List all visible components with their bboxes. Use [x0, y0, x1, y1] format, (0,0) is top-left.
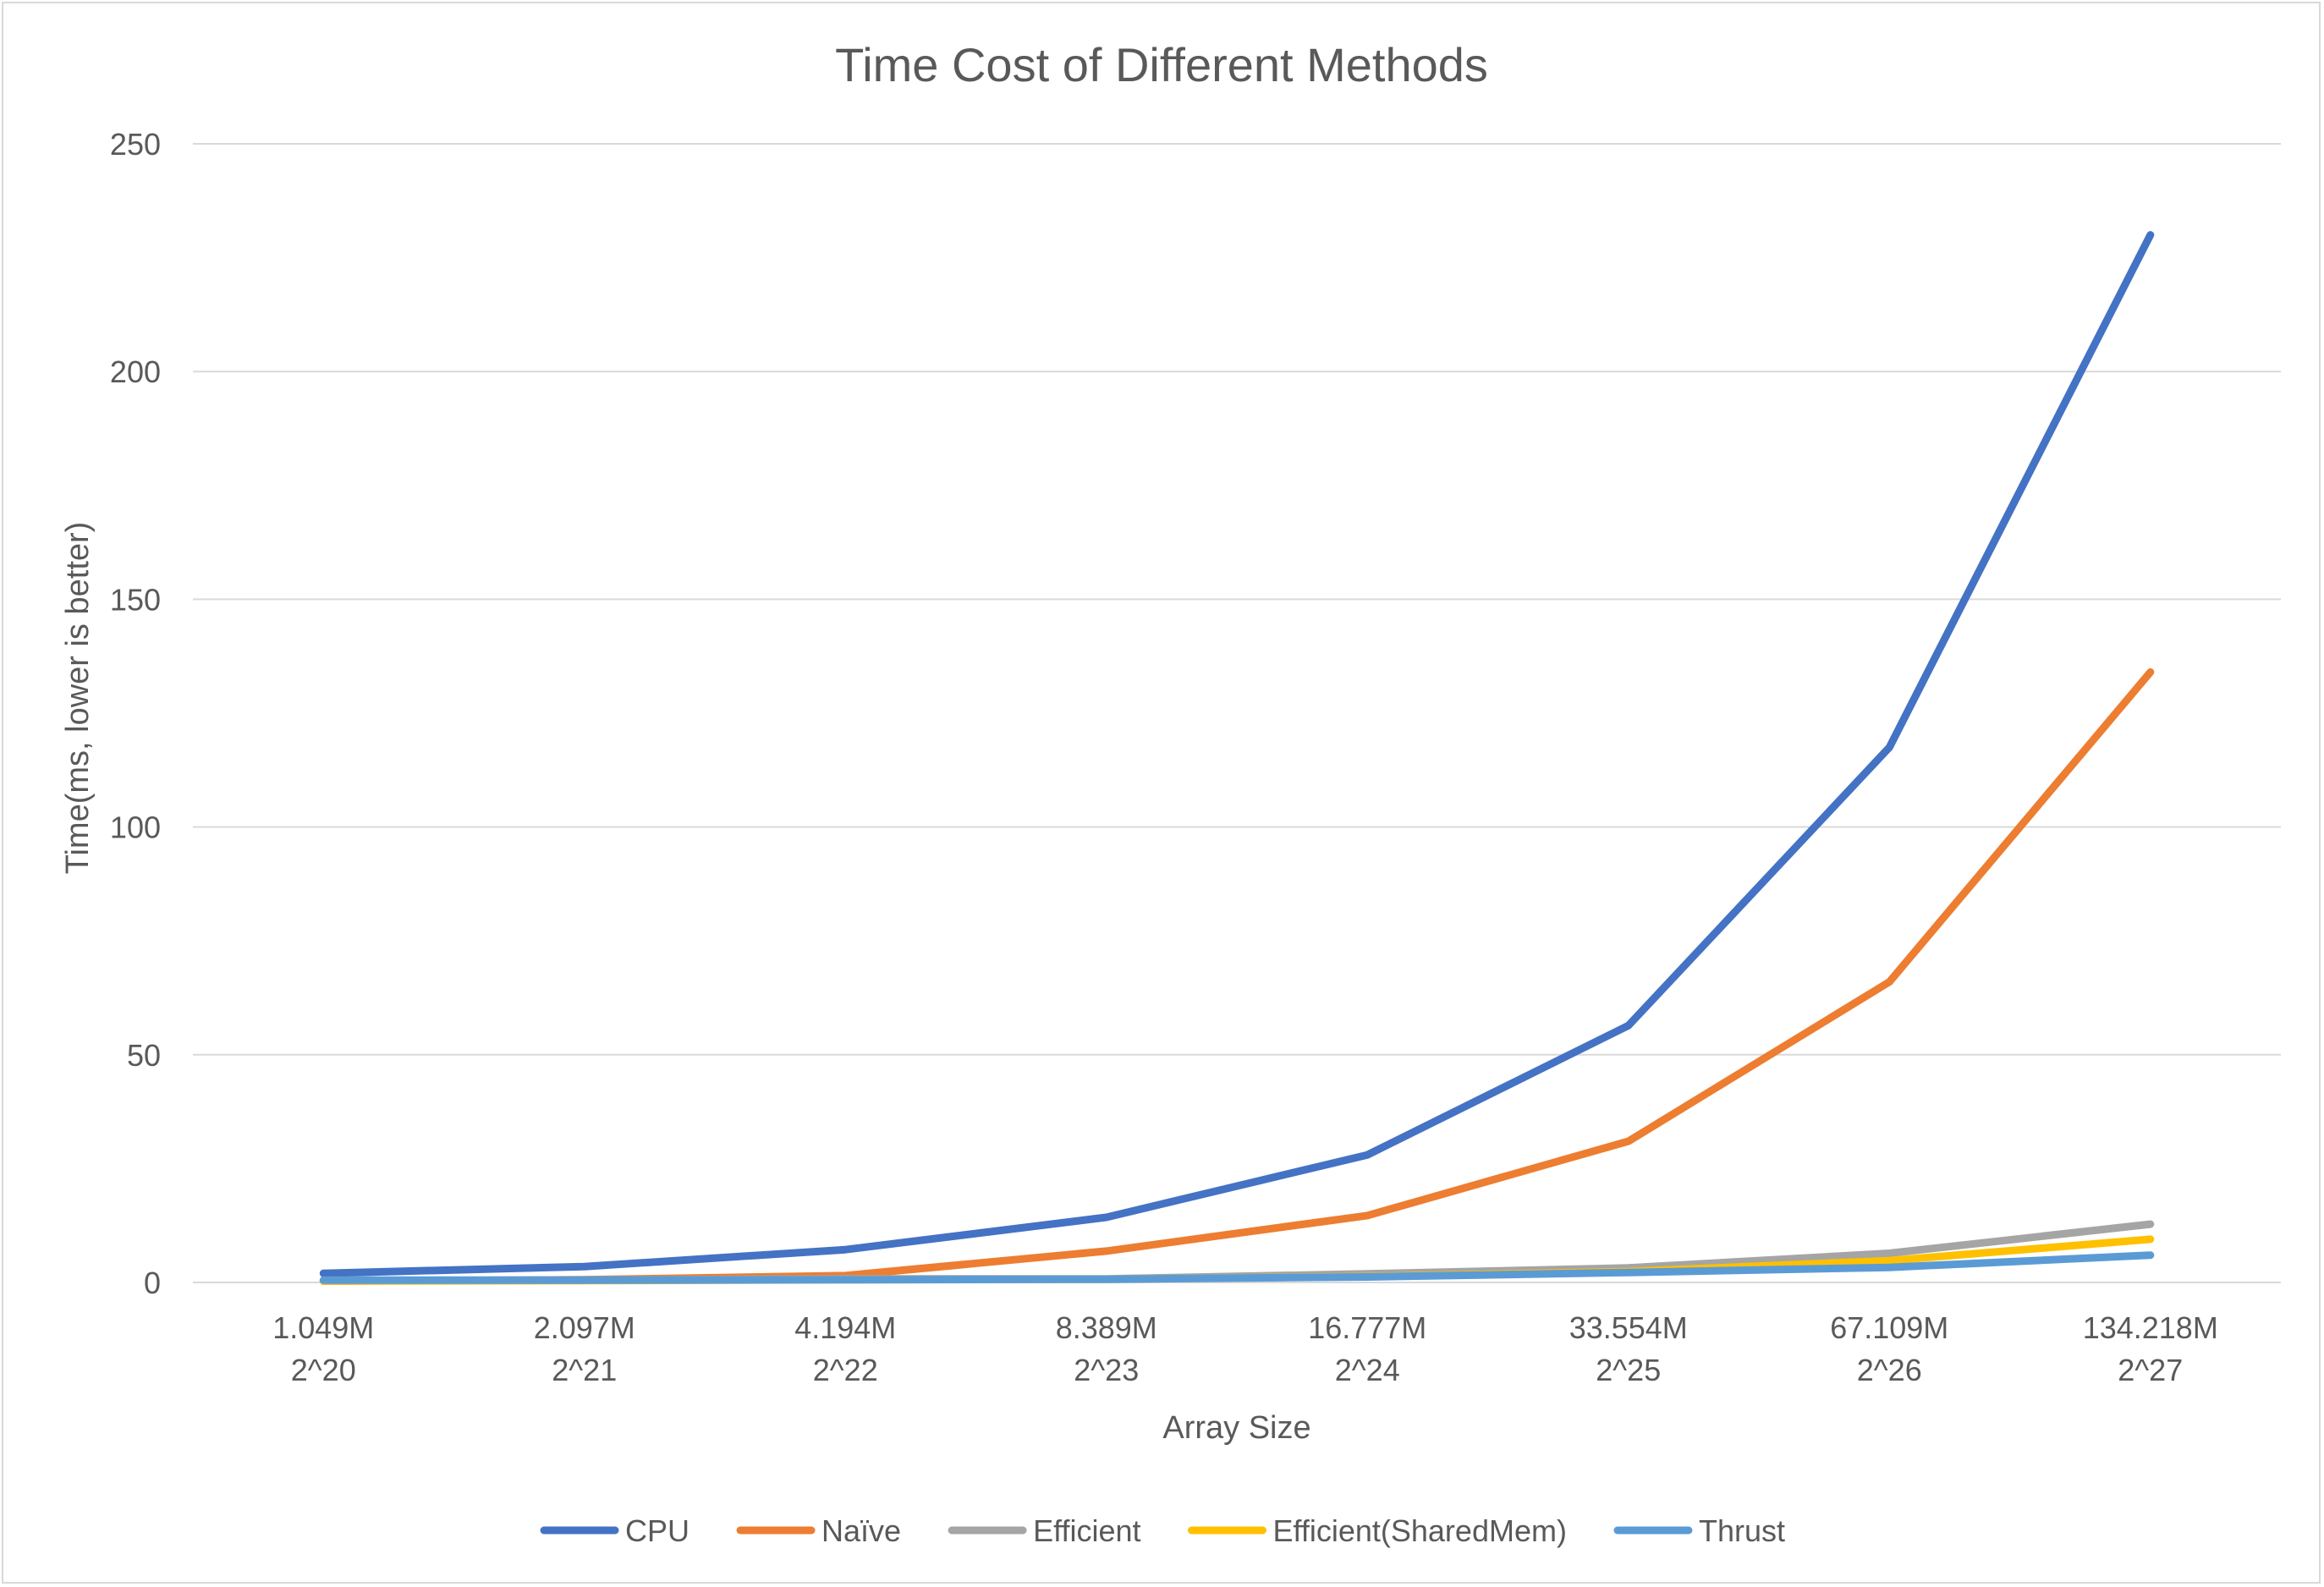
x-tick-label-size: 1.049M: [272, 1310, 374, 1345]
x-tick-label-size: 2.097M: [534, 1310, 635, 1345]
x-axis-title: Array Size: [1162, 1410, 1310, 1446]
legend-item: Efficient(SharedMem): [1187, 1513, 1567, 1548]
legend-label: Naïve: [821, 1513, 901, 1548]
x-tick-label-power: 2^21: [552, 1353, 617, 1387]
x-tick-label-size: 67.109M: [1830, 1310, 1948, 1345]
series-line-cpu: [319, 231, 2155, 1277]
y-tick-label: 50: [127, 1038, 161, 1073]
legend-label: Efficient: [1033, 1513, 1140, 1548]
y-tick-label: 150: [110, 582, 161, 617]
x-tick-label-size: 33.554M: [1569, 1310, 1688, 1345]
series-line-thrust: [319, 1251, 2155, 1284]
x-tick-label-power: 2^26: [1857, 1353, 1922, 1387]
legend: CPU Naïve Efficient Efficient(SharedMem) Thr…: [540, 1513, 1785, 1548]
x-tick-label-power: 2^27: [2118, 1353, 2183, 1387]
series-lines: [319, 231, 2155, 1285]
legend-label: Efficient(SharedMem): [1272, 1513, 1566, 1548]
y-tick-label: 250: [110, 127, 161, 162]
y-axis-title: Time(ms, lower is better): [60, 522, 96, 875]
x-tick-label-power: 2^24: [1335, 1353, 1400, 1387]
x-tick-label-power: 2^23: [1074, 1353, 1139, 1387]
x-tick-label-size: 4.194M: [794, 1310, 896, 1345]
x-tick-label-size: 134.218M: [2083, 1310, 2218, 1345]
legend-item: Thrust: [1613, 1513, 1785, 1548]
gridlines: [193, 143, 2281, 1283]
y-tick-label: 100: [110, 810, 161, 845]
chart-title: Time Cost of Different Methods: [835, 38, 1488, 91]
y-axis-tick-labels: 0 50 100 150 200 250: [110, 127, 161, 1300]
legend-item: Efficient: [948, 1513, 1140, 1548]
y-tick-label: 200: [110, 354, 161, 389]
x-tick-label-size: 16.777M: [1308, 1310, 1426, 1345]
x-tick-label-power: 2^22: [813, 1353, 878, 1387]
x-tick-label-size: 8.389M: [1056, 1310, 1157, 1345]
legend-item: CPU: [540, 1513, 690, 1548]
x-tick-label-power: 2^25: [1596, 1353, 1661, 1387]
x-axis-tick-labels: 1.049M 2^20 2.097M 2^21 4.194M 2^22 8.389M 2^23…: [272, 1310, 2218, 1387]
legend-label: Thrust: [1699, 1513, 1785, 1548]
x-tick-label-power: 2^20: [291, 1353, 356, 1387]
y-tick-label: 0: [144, 1266, 161, 1300]
legend-item: Naïve: [736, 1513, 901, 1548]
legend-label: CPU: [625, 1513, 690, 1548]
